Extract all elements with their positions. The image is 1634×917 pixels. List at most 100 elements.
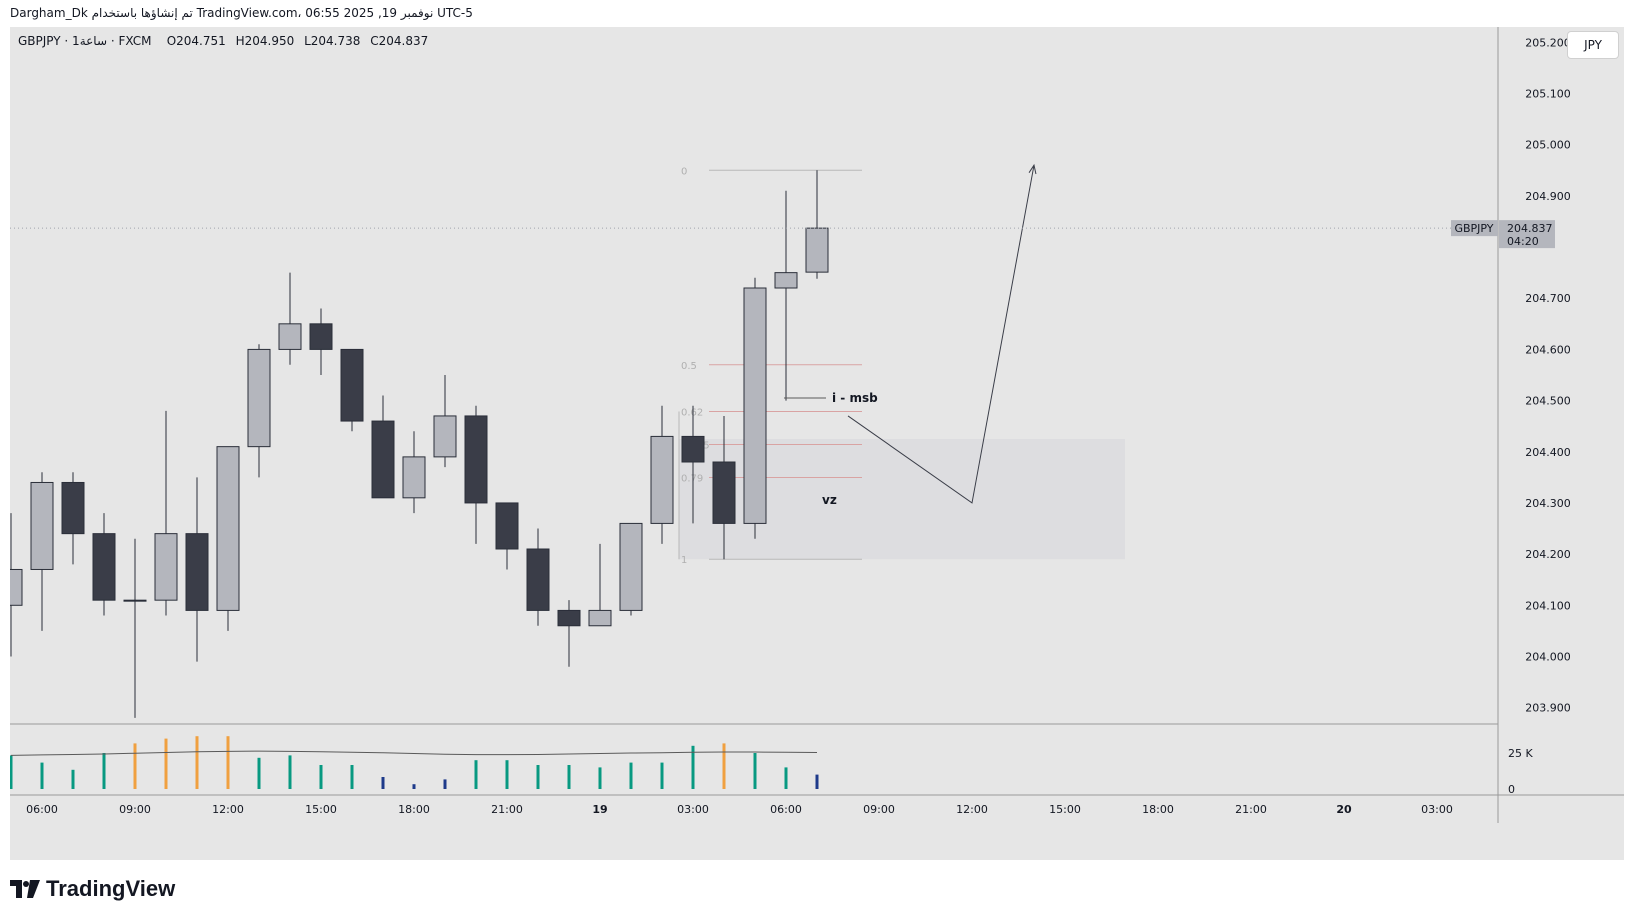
time-tick-label: 20 bbox=[1336, 803, 1352, 816]
candle bbox=[650, 405, 674, 544]
volume-bar bbox=[164, 738, 168, 789]
tradingview-logo-icon bbox=[10, 880, 40, 898]
price-tick-label: 204.900 bbox=[1525, 190, 1571, 203]
symbol-label[interactable]: GBPJPY · 1ساعة · FXCM bbox=[18, 34, 152, 48]
price-tick-label: 203.900 bbox=[1525, 702, 1571, 715]
currency-selector[interactable]: JPY bbox=[1567, 31, 1619, 59]
candle-body bbox=[619, 522, 643, 611]
time-tick-label: 21:00 bbox=[1235, 803, 1267, 816]
time-tick-label: 03:00 bbox=[1421, 803, 1453, 816]
candle-body bbox=[433, 415, 457, 458]
tradingview-logo-text: TradingView bbox=[46, 876, 176, 901]
high-label: H bbox=[235, 34, 245, 48]
projection-path bbox=[847, 165, 1035, 504]
chart-canvas[interactable]: vz 00.50.620.7050.791 i - msb 205.200205… bbox=[10, 27, 1624, 860]
close-label: C bbox=[370, 34, 379, 48]
candle bbox=[712, 415, 736, 560]
candle-body bbox=[712, 461, 736, 524]
time-tick-label: 15:00 bbox=[1049, 803, 1081, 816]
chart-author-line: Dargham_Dk تم إنشاؤها باستخدام TradingVi… bbox=[10, 6, 473, 20]
time-tick-label: 12:00 bbox=[956, 803, 988, 816]
candle-body bbox=[588, 609, 612, 627]
close-value: 204.837 bbox=[378, 34, 429, 48]
candle bbox=[588, 543, 612, 627]
candle bbox=[495, 502, 519, 570]
time-tick-label: 18:00 bbox=[1142, 803, 1174, 816]
volume-bar bbox=[536, 765, 540, 789]
candle-body bbox=[805, 227, 829, 273]
volume-bar bbox=[319, 765, 323, 789]
low-value: 204.738 bbox=[310, 34, 361, 48]
candle-body bbox=[278, 323, 302, 350]
volume-bar bbox=[505, 760, 509, 789]
candle bbox=[774, 190, 798, 401]
volume-bar bbox=[381, 777, 385, 789]
volume-bar bbox=[40, 762, 44, 789]
chart-frame[interactable]: vz 00.50.620.7050.791 i - msb 205.200205… bbox=[10, 27, 1624, 860]
candle-body bbox=[185, 533, 209, 611]
candle bbox=[278, 272, 302, 365]
price-tick-label: 204.100 bbox=[1525, 599, 1571, 612]
candle bbox=[402, 431, 426, 514]
candle bbox=[340, 348, 364, 432]
candle bbox=[92, 513, 116, 616]
candle bbox=[557, 600, 581, 667]
volume-bar bbox=[226, 736, 230, 789]
price-tick-label: 205.000 bbox=[1525, 139, 1571, 152]
high-value: 204.950 bbox=[244, 34, 295, 48]
projection-arrowhead bbox=[1028, 163, 1037, 175]
time-tick-label: 12:00 bbox=[212, 803, 244, 816]
candle-body bbox=[216, 446, 240, 611]
candle-body bbox=[92, 533, 116, 601]
candle bbox=[30, 472, 54, 631]
time-tick-label: 19 bbox=[592, 803, 607, 816]
candle-body bbox=[650, 435, 674, 524]
value-zone-label: vz bbox=[822, 493, 837, 507]
volume-bar bbox=[815, 774, 819, 789]
volume-tick-label: 25 K bbox=[1508, 747, 1533, 760]
candle-body bbox=[681, 435, 705, 463]
price-tick-label: 204.500 bbox=[1525, 395, 1571, 408]
candle-body bbox=[774, 272, 798, 289]
volume-bar bbox=[660, 762, 664, 789]
tradingview-logo[interactable]: TradingView bbox=[10, 876, 175, 902]
candle-body bbox=[557, 609, 581, 627]
volume-bar bbox=[722, 743, 726, 789]
volume-bar bbox=[567, 765, 571, 789]
candle-body bbox=[526, 548, 550, 611]
candle-body bbox=[61, 481, 85, 535]
volume-bar bbox=[350, 765, 354, 789]
time-tick-label: 03:00 bbox=[677, 803, 709, 816]
symbol-tag-label: GBPJPY bbox=[1454, 222, 1493, 235]
candle-body bbox=[402, 456, 426, 499]
volume-bar bbox=[195, 736, 199, 789]
volume-bar bbox=[443, 779, 447, 789]
msb-label: i - msb bbox=[832, 391, 878, 405]
candle-body bbox=[340, 348, 364, 422]
candle bbox=[247, 344, 271, 478]
candle-body bbox=[247, 348, 271, 448]
low-label: L bbox=[304, 34, 311, 48]
candle bbox=[433, 375, 457, 468]
candle bbox=[805, 170, 829, 279]
candle-body bbox=[371, 420, 395, 499]
volume-bar bbox=[102, 753, 106, 789]
bar-countdown: 04:20 bbox=[1507, 235, 1539, 248]
open-label: O bbox=[166, 34, 177, 48]
candle bbox=[619, 522, 643, 616]
price-tick-label: 204.700 bbox=[1525, 292, 1571, 305]
volume-bar bbox=[753, 753, 757, 789]
volume-bar bbox=[288, 755, 292, 789]
fib-level-label: 0.62 bbox=[681, 407, 703, 418]
price-tick-label: 204.000 bbox=[1525, 650, 1571, 663]
candle-body bbox=[309, 323, 333, 350]
volume-bar bbox=[598, 767, 602, 789]
candle-body bbox=[10, 568, 23, 606]
candle-body bbox=[495, 502, 519, 550]
candle-body bbox=[30, 481, 54, 570]
candle bbox=[154, 410, 178, 616]
volume-moving-average bbox=[10, 750, 818, 756]
candle bbox=[61, 472, 85, 565]
volume-tick-label: 0 bbox=[1508, 783, 1515, 796]
time-tick-label: 09:00 bbox=[863, 803, 895, 816]
